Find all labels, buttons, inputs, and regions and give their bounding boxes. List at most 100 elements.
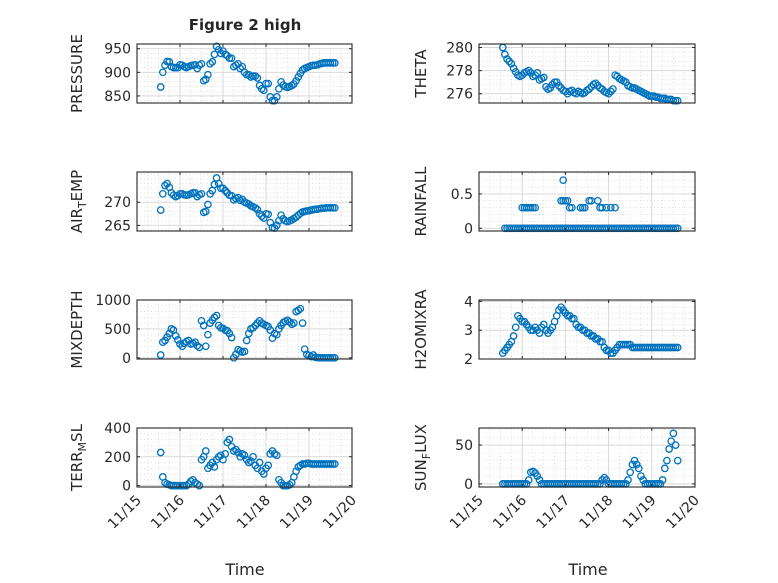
- axes-frame: [478, 299, 696, 360]
- data-point: [292, 76, 300, 85]
- data-point: [533, 472, 542, 480]
- y-axis-label: MIXDEPTH: [68, 290, 86, 368]
- data-point: [253, 205, 262, 214]
- data-point: [290, 319, 298, 327]
- data-point: [604, 89, 613, 98]
- data-point: [275, 84, 283, 93]
- data-point: [264, 210, 273, 219]
- y-tick-label: 400: [104, 421, 131, 437]
- series-markers: [156, 42, 339, 105]
- y-tick-label: 270: [104, 195, 131, 211]
- data-point: [171, 332, 180, 340]
- data-point: [255, 458, 264, 467]
- data-point: [197, 59, 206, 68]
- data-point: [204, 70, 212, 79]
- data-point: [628, 460, 637, 469]
- data-point: [511, 323, 520, 332]
- data-point: [669, 96, 678, 105]
- y-tick-label: 278: [446, 64, 473, 80]
- y-tick-label: 0: [464, 477, 473, 493]
- y-axis-label: TERRMSL: [68, 423, 89, 492]
- data-point: [559, 196, 568, 205]
- data-point: [212, 311, 221, 320]
- data-point: [249, 323, 257, 332]
- data-point: [673, 96, 682, 105]
- series-markers: [498, 303, 682, 358]
- data-point: [210, 180, 219, 189]
- axes-frame: [136, 171, 353, 232]
- minor-grid: [479, 428, 695, 487]
- axes-frame: [478, 427, 696, 488]
- data-point: [264, 79, 273, 88]
- data-point: [225, 54, 234, 63]
- data-point: [197, 316, 206, 325]
- data-point: [602, 476, 611, 484]
- data-point: [665, 445, 673, 453]
- data-point: [201, 75, 210, 84]
- data-point: [161, 181, 169, 190]
- data-point: [326, 460, 335, 468]
- data-point: [165, 58, 174, 66]
- data-point: [214, 179, 223, 188]
- data-point: [507, 59, 516, 68]
- data-point: [156, 83, 165, 91]
- figure-title: Figure 2 high: [189, 16, 302, 34]
- data-point: [216, 184, 225, 193]
- plot-area: [137, 44, 352, 103]
- data-point: [225, 329, 234, 338]
- data-point: [221, 450, 230, 458]
- data-point: [669, 343, 678, 352]
- y-tick-label: 2: [464, 352, 473, 368]
- data-point: [247, 457, 255, 465]
- data-point: [156, 448, 165, 457]
- data-point: [206, 59, 214, 68]
- data-point: [158, 338, 167, 347]
- data-point: [658, 476, 667, 484]
- x-axis-label-right: Time: [567, 560, 607, 579]
- data-point: [580, 203, 589, 212]
- data-point: [156, 351, 165, 359]
- x-axis-label-left: Time: [224, 560, 264, 579]
- data-point: [294, 73, 303, 81]
- y-tick-label: 280: [446, 40, 473, 56]
- y-tick-label: 276: [446, 87, 473, 103]
- data-point: [609, 85, 617, 93]
- data-point: [602, 203, 611, 212]
- data-point: [298, 319, 307, 327]
- data-point: [272, 451, 281, 460]
- axes-frame: [478, 43, 696, 104]
- axes-frame: [136, 43, 353, 104]
- subplot-rainfall: 0 0.5 RAINFALL: [412, 166, 696, 237]
- data-point: [277, 211, 285, 220]
- data-point: [204, 200, 212, 209]
- y-tick-label: 50: [455, 438, 473, 454]
- data-point: [624, 476, 632, 484]
- data-point: [505, 57, 514, 66]
- y-axis-label: THETA: [412, 49, 430, 99]
- data-point: [156, 206, 165, 214]
- plot-area: [479, 172, 695, 231]
- data-point: [244, 329, 253, 338]
- data-point: [167, 189, 176, 197]
- axes-frame: [478, 171, 696, 232]
- data-point: [201, 342, 210, 351]
- y-tick-label: 500: [104, 322, 131, 338]
- data-point: [259, 86, 268, 95]
- subplot-air-temp: 265 270 AIRTEMP: [68, 170, 353, 234]
- data-point: [169, 63, 178, 72]
- data-point: [630, 456, 639, 465]
- data-point: [330, 353, 339, 362]
- data-point: [283, 316, 292, 325]
- plot-area: [479, 428, 695, 487]
- y-axis-label: H2OMIXRA: [412, 289, 430, 370]
- data-point: [210, 463, 219, 471]
- data-point: [606, 87, 615, 96]
- data-point: [326, 353, 335, 362]
- data-point: [294, 306, 303, 315]
- y-tick-label: 850: [104, 89, 131, 105]
- data-point: [563, 196, 572, 205]
- data-point: [214, 45, 223, 54]
- data-point: [176, 340, 184, 348]
- data-point: [509, 332, 518, 340]
- data-point: [568, 203, 576, 212]
